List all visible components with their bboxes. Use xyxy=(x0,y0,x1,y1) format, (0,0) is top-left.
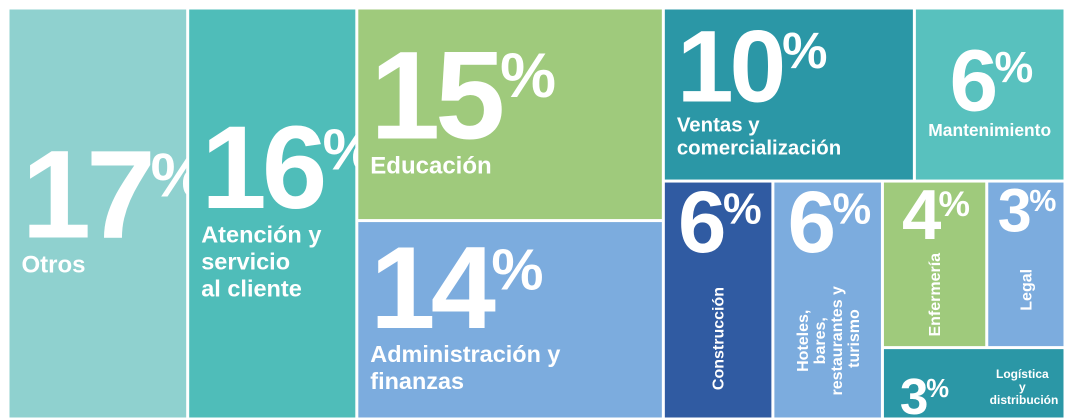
tile xyxy=(883,349,1064,418)
value-unit: % xyxy=(500,41,555,111)
tile-label: Ventas y comercialización xyxy=(677,114,841,159)
tile xyxy=(988,182,1064,347)
value-number: 6 xyxy=(788,174,834,271)
tile-value: 6% xyxy=(788,174,871,271)
tile-value: 15% xyxy=(370,25,555,166)
tile-value: 4% xyxy=(902,176,970,255)
label-line: Logística xyxy=(996,367,1052,381)
tile-value: 6% xyxy=(678,174,761,271)
tile xyxy=(774,182,881,418)
value-unit: % xyxy=(995,44,1033,92)
tile xyxy=(915,9,1064,180)
label-line: y xyxy=(1019,380,1029,394)
label-line: Mantenimiento xyxy=(928,120,1051,140)
tile-label: Atención y servicio al cliente xyxy=(201,221,328,301)
label-line: restaurantes y xyxy=(829,282,846,396)
value-number: 15 xyxy=(370,25,502,166)
value-unit: % xyxy=(1029,184,1056,218)
label-line: bares, xyxy=(812,313,829,365)
label-line: finanzas xyxy=(370,368,464,394)
tile-value: 17% xyxy=(22,125,205,265)
label-line: Educación xyxy=(370,152,491,179)
tile xyxy=(189,9,356,418)
value-unit: % xyxy=(491,237,542,302)
value-unit: % xyxy=(926,375,949,403)
tile-label: Mantenimiento xyxy=(928,120,1051,140)
label-line: Otros xyxy=(22,251,86,278)
value-unit: % xyxy=(782,22,826,79)
value-unit: % xyxy=(939,184,970,224)
label-line: Ventas y xyxy=(677,114,765,136)
label-line: Legal xyxy=(1018,269,1035,311)
tile-label: Administración y finanzas xyxy=(370,341,567,394)
tile-label: Enfermería xyxy=(927,253,944,337)
tile-label: Legal xyxy=(1018,269,1035,311)
value-number: 3 xyxy=(900,368,927,419)
label-line: al cliente xyxy=(201,275,302,301)
tile-label: Construcción xyxy=(711,287,728,390)
value-unit: % xyxy=(723,185,761,233)
tile-label: Otros xyxy=(22,251,86,278)
value-number: 6 xyxy=(678,174,724,271)
label-line: Hoteles, xyxy=(795,305,812,372)
label-line: comercialización xyxy=(677,138,841,160)
tile xyxy=(9,9,187,418)
tile xyxy=(358,222,662,418)
value-number: 14 xyxy=(370,222,496,353)
label-line: distribución xyxy=(990,393,1059,407)
tile-value: 10% xyxy=(677,10,826,124)
tile-value: 6% xyxy=(950,33,1033,130)
tile-label: Hoteles, bares, restaurantes y turismo xyxy=(795,282,863,396)
value-number: 10 xyxy=(677,10,783,124)
tile-label: Logística y distribución xyxy=(990,367,1059,407)
value-number: 6 xyxy=(950,33,996,130)
label-line: servicio xyxy=(201,248,296,274)
label-line: turismo xyxy=(846,309,863,368)
value-number: 3 xyxy=(998,176,1030,244)
tile xyxy=(664,9,913,180)
tile-value: 14% xyxy=(370,222,542,353)
value-number: 17 xyxy=(22,125,152,265)
tile xyxy=(883,182,986,347)
value-number: 16 xyxy=(201,102,324,233)
label-line: Atención y xyxy=(201,221,328,247)
label-line: Construcción xyxy=(711,287,728,390)
value-unit: % xyxy=(833,185,871,233)
value-number: 4 xyxy=(902,176,941,255)
tile xyxy=(358,9,662,220)
tile-label: Educación xyxy=(370,152,491,179)
label-line: Enfermería xyxy=(927,253,944,337)
tile xyxy=(664,182,772,418)
tile-value: 3% xyxy=(998,176,1057,244)
label-line: Administración y xyxy=(370,341,567,367)
